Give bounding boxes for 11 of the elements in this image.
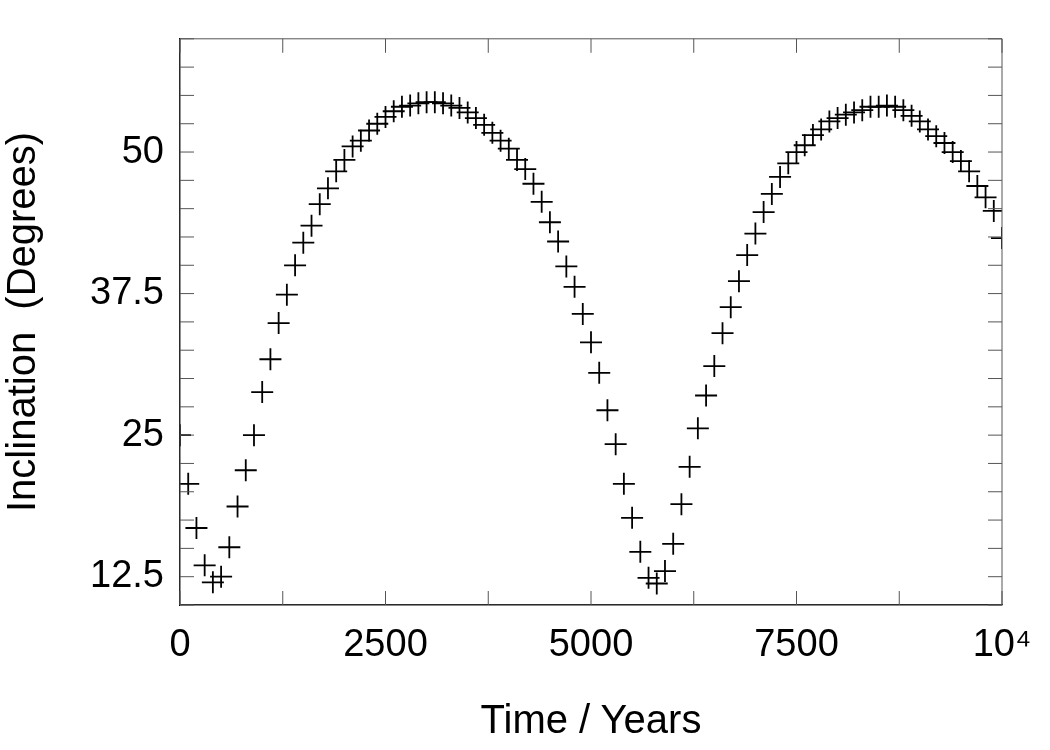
y-tick-label: 25: [121, 411, 164, 454]
x-tick-label: 5000: [548, 622, 634, 665]
y-tick-label: 50: [121, 128, 164, 171]
x-axis-title: Time / Years: [480, 697, 702, 742]
y-axis-title: Inclination (Degrees): [0, 131, 44, 512]
y-tick-label: 37.5: [90, 270, 164, 313]
x-tick-label: 0: [169, 622, 191, 665]
y-tick-label: 12.5: [90, 553, 164, 596]
x-tick-label: 2500: [343, 622, 428, 665]
x-tick-label: 10⁴: [972, 622, 1032, 665]
x-tick-label: 7500: [754, 622, 839, 665]
